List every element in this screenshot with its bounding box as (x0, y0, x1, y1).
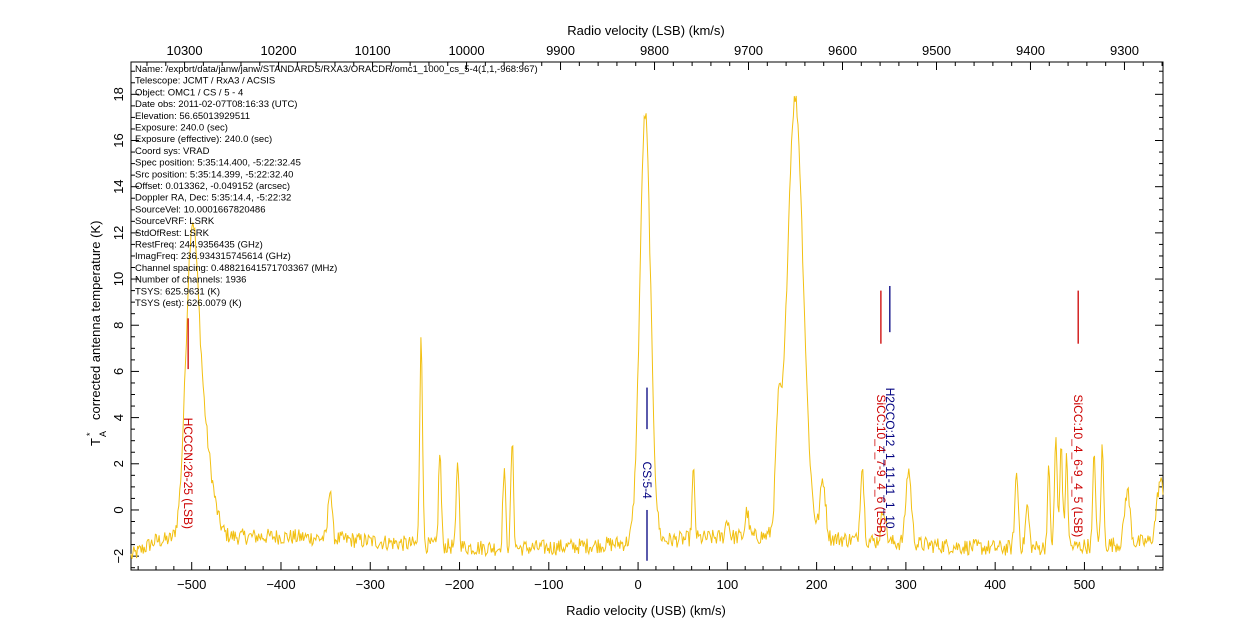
x-tick-label: −200 (445, 577, 474, 592)
line-marker-label: HCCCN:26-25 (LSB) (181, 418, 195, 529)
y-tick-label: −2 (111, 549, 126, 564)
x2-tick-label: 10300 (166, 43, 202, 58)
y-axis-title-group: T * A corrected antenna temperature (K) (85, 221, 108, 446)
metadata-line: Exposure: 240.0 (sec) (135, 123, 228, 134)
y-tick-label: 16 (111, 133, 126, 147)
x-tick-label: 0 (634, 577, 641, 592)
metadata-line: TSYS: 625.9631 (K) (135, 286, 220, 297)
x-tick-label: −300 (356, 577, 385, 592)
metadata-line: Doppler RA, Dec: 5:35:14.4, -5:22:32 (135, 193, 291, 204)
x-tick-label: 500 (1074, 577, 1096, 592)
x2-tick-label: 9800 (640, 43, 669, 58)
y-tick-label: 8 (111, 322, 126, 329)
axis-ticks (131, 62, 1163, 570)
plot-border (130, 61, 1164, 571)
metadata-line: Spec position: 5:35:14.400, -5:22:32.45 (135, 158, 301, 169)
x2-tick-label: 10200 (260, 43, 296, 58)
x2-tick-label: 10100 (354, 43, 390, 58)
metadata-line: Object: OMC1 / CS / 5 - 4 (135, 87, 243, 98)
x2-tick-label: 9400 (1016, 43, 1045, 58)
plot-frame (130, 61, 1164, 571)
y-tick-label: 12 (111, 226, 126, 240)
x-tick-label: 100 (716, 577, 738, 592)
line-marker-label: SiCC:10_4_6-9_4_5 (LSB) (1071, 395, 1085, 538)
line-marker-label: CS:5-4 (640, 461, 654, 499)
metadata-line: Elevation: 56.65013929511 (135, 111, 250, 122)
y-axis-superscript: * (85, 432, 95, 436)
x2-tick-label: 9700 (734, 43, 763, 58)
metadata-line: Telescope: JCMT / RxA3 / ACSIS (135, 76, 275, 87)
metadata-line: Number of channels: 1936 (135, 275, 246, 286)
line-marker-label: SiCC:10_4_7-9_4_6 (LSB) (874, 395, 888, 538)
metadata-line: SourceVRF: LSRK (135, 216, 215, 227)
metadata-line: ImagFreq: 236.934315745614 (GHz) (135, 251, 291, 262)
metadata-line: RestFreq: 244.9356435 (GHz) (135, 240, 263, 251)
x-tick-label: −100 (534, 577, 563, 592)
x-tick-label: 200 (806, 577, 828, 592)
x2-tick-label: 9300 (1110, 43, 1139, 58)
x2-tick-label: 9600 (828, 43, 857, 58)
x-axis-title: Radio velocity (USB) (km/s) (566, 603, 726, 618)
x-tick-label: 300 (895, 577, 917, 592)
metadata-line: Name: /export/data/janw/janw/STANDARDS/R… (135, 64, 538, 75)
line-marker-label: H2CCO:12_1_11-11_1_10 (883, 388, 897, 529)
x-tick-label: 400 (984, 577, 1006, 592)
metadata-line: Channel spacing: 0.48821641571703367 (MH… (135, 263, 337, 274)
y-tick-label: 0 (111, 506, 126, 513)
y-tick-label: 4 (111, 414, 126, 421)
x2-tick-label: 10000 (448, 43, 484, 58)
metadata-line: TSYS (est): 626.0079 (K) (135, 298, 242, 309)
y-tick-label: 6 (111, 368, 126, 375)
metadata-line: Exposure (effective): 240.0 (sec) (135, 134, 272, 145)
y-axis-symbol: T (88, 438, 103, 446)
metadata-line: Offset: 0.013362, -0.049152 (arcsec) (135, 181, 290, 192)
metadata-line: Coord sys: VRAD (135, 146, 210, 157)
y-axis-subscript: A (98, 431, 108, 437)
metadata-line: Date obs: 2011-02-07T08:16:33 (UTC) (135, 99, 297, 110)
tick-labels: −500 −400 −300 −200 −100 0 100 200 300 400 5001030… (111, 43, 1139, 592)
x2-axis-title: Radio velocity (LSB) (km/s) (567, 23, 724, 38)
spectrum-series (130, 95, 1164, 559)
x-tick-label: −500 (177, 577, 206, 592)
x2-tick-label: 9500 (922, 43, 951, 58)
y-tick-label: 2 (111, 460, 126, 467)
y-axis-title: corrected antenna temperature (K) (88, 221, 103, 420)
metadata-line: SourceVel: 10.0001667820486 (135, 204, 265, 215)
metadata-block: Name: /export/data/janw/janw/STANDARDS/R… (135, 64, 538, 309)
y-tick-label: 18 (111, 87, 126, 101)
x-tick-label: −400 (266, 577, 295, 592)
spectrum-line (130, 95, 1164, 559)
y-tick-label: 14 (111, 179, 126, 193)
metadata-line: StdOfRest: LSRK (135, 228, 210, 239)
y-tick-label: 10 (111, 272, 126, 286)
x2-tick-label: 9900 (546, 43, 575, 58)
metadata-line: Src position: 5:35:14.399, -5:22:32.40 (135, 169, 293, 180)
line-markers: HCCCN:26-25 (LSB) CS:5-4 SiCC:10_4_7-9_4_6… (181, 285, 1085, 561)
